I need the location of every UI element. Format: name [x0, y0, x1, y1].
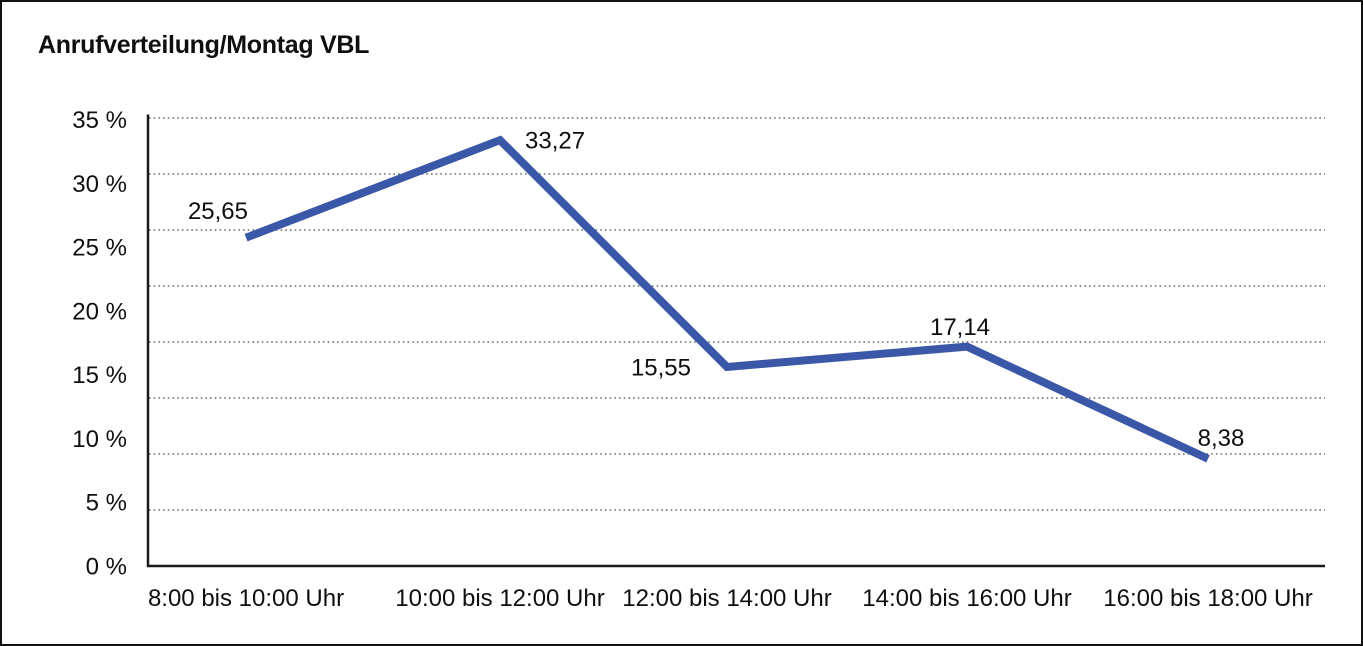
point-value-label: 15,55 [631, 354, 691, 381]
y-tick-label: 15 % [72, 362, 127, 389]
y-tick-label: 25 % [72, 235, 127, 262]
x-category-label: 8:00 bis 10:00 Uhr [148, 585, 344, 612]
chart-title: Anrufverteilung/Montag VBL [38, 31, 370, 59]
point-value-label: 17,14 [930, 314, 990, 341]
point-value-label: 8,38 [1198, 425, 1245, 452]
x-category-label: 16:00 bis 18:00 Uhr [1103, 585, 1312, 612]
x-category-label: 14:00 bis 16:00 Uhr [862, 585, 1071, 612]
y-tick-label: 30 % [72, 171, 127, 198]
x-category-label: 12:00 bis 14:00 Uhr [622, 585, 831, 612]
y-tick-label: 5 % [86, 490, 127, 517]
data-line-series [244, 135, 1210, 463]
x-category-label: 10:00 bis 12:00 Uhr [395, 585, 604, 612]
y-tick-label: 10 % [72, 426, 127, 453]
point-value-label: 25,65 [188, 198, 248, 225]
y-tick-label: 35 % [72, 107, 127, 134]
y-tick-label: 0 % [86, 554, 127, 581]
y-tick-label: 20 % [72, 298, 127, 325]
point-value-label: 33,27 [525, 128, 585, 155]
